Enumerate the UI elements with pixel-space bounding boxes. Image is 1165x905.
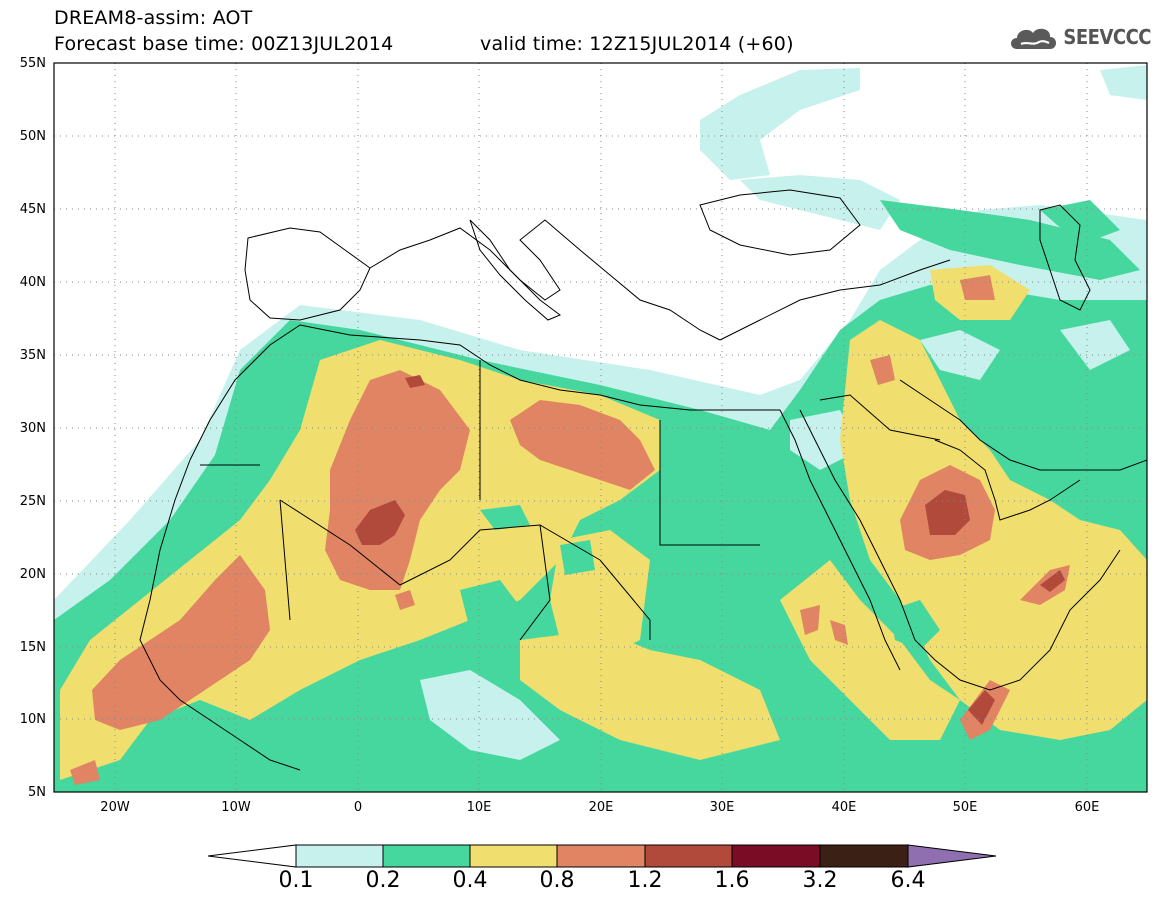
lat-label: 50N [19, 129, 46, 144]
lat-label: 5N [28, 785, 46, 800]
colorbar-label: 0.1 [278, 868, 314, 893]
aot-band-0.2-pockets [460, 430, 940, 650]
colorbar-label: 1.6 [714, 868, 750, 893]
lat-label: 45N [19, 202, 46, 217]
colorbar-label: 0.4 [452, 868, 488, 893]
lon-label: 0 [353, 800, 363, 815]
lat-label: 40N [19, 275, 46, 290]
colorbar-label: 6.4 [890, 868, 926, 893]
map-frame [53, 62, 1148, 793]
lon-label: 20W [100, 800, 130, 815]
colorbar-label: 1.2 [627, 868, 663, 893]
colorbar-under-arrow [207, 844, 297, 868]
lat-label: 35N [19, 348, 46, 363]
coastlines [139, 189, 1147, 771]
colorbar-swatch [819, 844, 909, 868]
colorbar-label: 0.8 [539, 868, 575, 893]
logo-text: SEEVCCC [1063, 25, 1151, 49]
colorbar-swatch [469, 844, 558, 868]
colorbar-swatch [556, 844, 646, 868]
valid-time: valid time: 12Z15JUL2014 (+60) [480, 33, 794, 55]
colorbar-swatch [295, 844, 384, 868]
lon-label: 20E [588, 800, 614, 815]
lat-label: 10N [19, 712, 46, 727]
lat-label: 25N [19, 494, 46, 509]
seevccc-logo: SEEVCCC [1007, 22, 1151, 52]
map-title: DREAM8-assim: AOT [54, 7, 253, 29]
lat-label: 20N [19, 567, 46, 582]
lon-label: 50E [952, 800, 978, 815]
colorbar-swatch [731, 844, 821, 868]
lon-label: 10W [221, 800, 251, 815]
colorbar-label: 0.2 [365, 868, 401, 893]
forecast-base-time: Forecast base time: 00Z13JUL2014 [54, 33, 394, 55]
graticule [54, 63, 1147, 792]
colorbar-swatch [644, 844, 733, 868]
lon-label: 60E [1074, 800, 1100, 815]
colorbar-swatch [382, 844, 471, 868]
cloud-icon [1011, 28, 1057, 49]
lon-label: 30E [709, 800, 735, 815]
lon-label: 10E [466, 800, 492, 815]
lat-label: 55N [19, 56, 46, 71]
colorbar-label: 3.2 [802, 868, 838, 893]
lat-label: 15N [19, 640, 46, 655]
lat-label: 30N [19, 421, 46, 436]
lon-label: 40E [831, 800, 857, 815]
colorbar-over-arrow [907, 844, 997, 868]
